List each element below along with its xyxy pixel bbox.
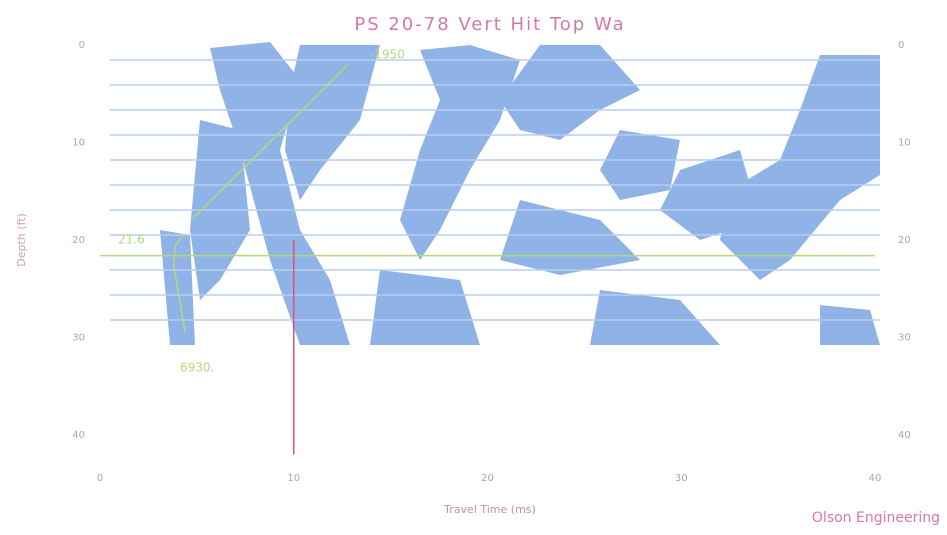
annotation: -1950 [370,48,405,62]
x-tick-label: 40 [869,473,882,484]
y-tick-label: 40 [72,430,85,441]
y-tick-label: 0 [79,40,85,51]
chart-title: PS 20-78 Vert Hit Top Wa [354,14,625,35]
overlay-line [172,234,186,333]
annotation: 6930. [180,361,214,375]
y-tick-label-right: 40 [898,430,911,441]
y-tick-label-right: 30 [898,333,911,344]
x-axis-label: Travel Time (ms) [443,503,536,516]
x-tick-label: 30 [675,473,688,484]
y-axis-label: Depth (ft) [15,213,28,267]
y-tick-label: 10 [72,138,85,149]
y-tick-label: 30 [72,333,85,344]
y-tick-label-right: 0 [898,40,904,51]
y-tick-label: 20 [72,235,85,246]
credit: Olson Engineering [812,510,940,526]
trace-lines [110,59,880,321]
x-tick-label: 0 [97,473,103,484]
annotation: 21.6 [118,233,145,247]
y-tick-label-right: 10 [898,138,911,149]
y-tick-label-right: 20 [898,235,911,246]
overlay-line [192,63,349,220]
x-tick-label: 20 [481,473,494,484]
x-tick-label: 10 [287,473,300,484]
